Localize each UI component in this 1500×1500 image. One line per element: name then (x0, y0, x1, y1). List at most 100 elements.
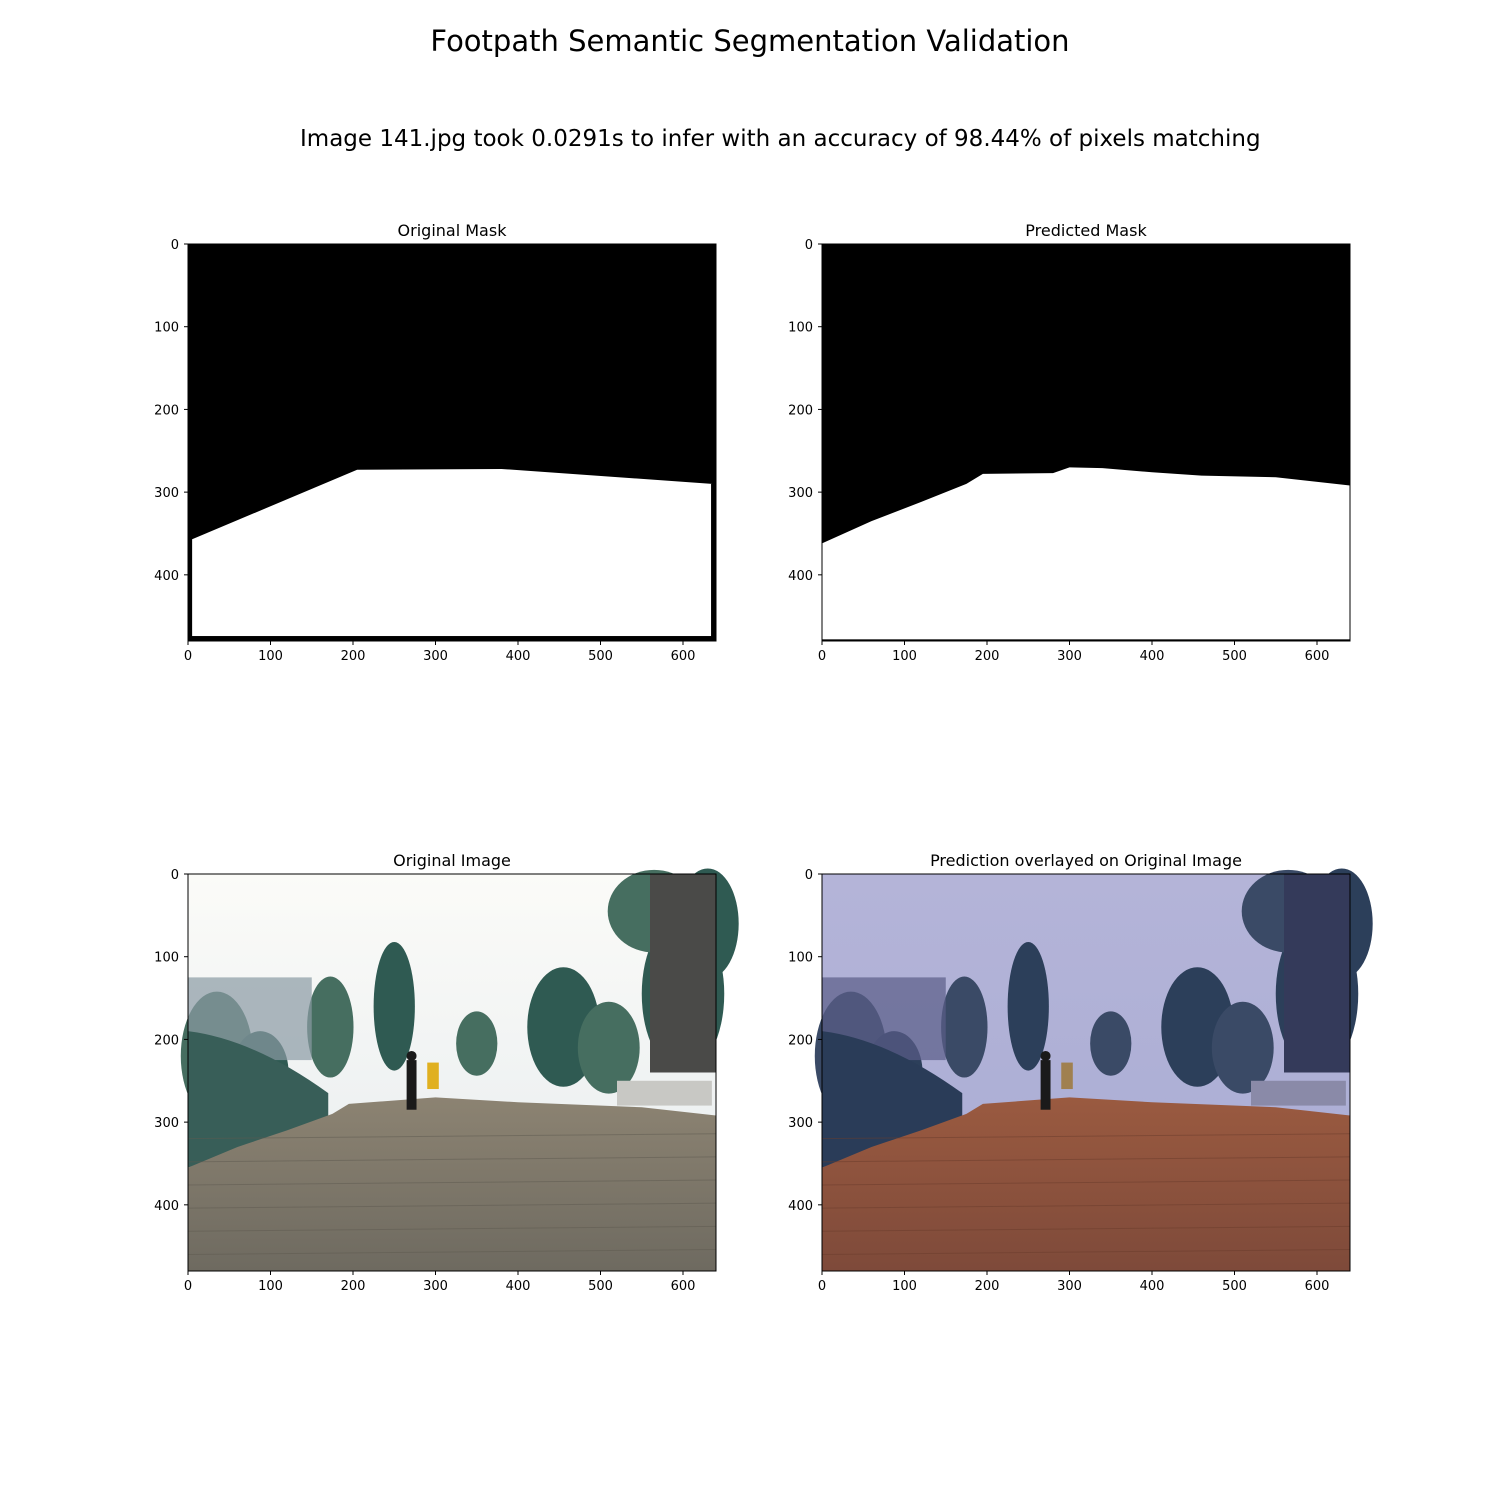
photo-sign (427, 1062, 439, 1090)
y-tick-label: 200 (788, 403, 813, 418)
photo-tree (456, 1011, 498, 1076)
x-tick-label: 500 (1222, 649, 1247, 664)
photo-paving-line (187, 1202, 717, 1209)
chart-svg: Original Image 0 100 200 300 400 500 600 0 100 200… (154, 851, 739, 1294)
x-tick-label: 300 (1057, 649, 1082, 664)
y-tick-label: 100 (788, 321, 813, 336)
photo-pedestrian-head (406, 1050, 417, 1061)
photo-pedestrian (406, 1060, 417, 1110)
x-tick-label: 600 (671, 649, 696, 664)
photo-pedestrian-head (1040, 1050, 1051, 1061)
panel-prediction-overlay: Prediction overlayed on Original Image 0 1… (788, 851, 1373, 1294)
y-tick-label: 300 (788, 1116, 813, 1131)
panel-predicted-mask: Predicted Mask 0 100 200 300 400 500 600 0 100 200… (788, 221, 1351, 664)
x-tick-label: 0 (184, 1279, 192, 1294)
x-tick-label: 0 (818, 1279, 826, 1294)
x-tick-label: 200 (341, 1279, 366, 1294)
y-tick-label: 0 (171, 868, 179, 883)
photo-paving-line (187, 1179, 717, 1186)
photo-paving-line (187, 1156, 717, 1163)
y-tick-label: 0 (805, 238, 813, 253)
y-tick-label: 300 (154, 1116, 179, 1131)
photo-paving-line (187, 1133, 717, 1140)
chart-svg: Prediction overlayed on Original Image 0 1… (788, 851, 1373, 1294)
x-tick-label: 200 (341, 649, 366, 664)
y-tick-label: 200 (154, 403, 179, 418)
plot-area: Original Image 0 100 200 300 400 500 600 0 100 200… (154, 851, 739, 1294)
x-tick-label: 0 (818, 649, 826, 664)
y-tick-label: 0 (805, 868, 813, 883)
chart-svg: Predicted Mask 0 100 200 300 400 500 600 0 100 200… (788, 221, 1351, 664)
x-tick-label: 300 (1057, 1279, 1082, 1294)
y-tick-label: 200 (788, 1033, 813, 1048)
plot-area: Predicted Mask 0 100 200 300 400 500 600 0 100 200… (788, 221, 1351, 664)
x-tick-label: 200 (975, 649, 1000, 664)
photo-paving-line (821, 1133, 1351, 1140)
photo-tree (1211, 1001, 1274, 1094)
x-tick-label: 400 (506, 1279, 531, 1294)
axes-frame (821, 873, 1351, 1272)
photo-bench (1251, 1080, 1346, 1106)
panel-original-image: Original Image 0 100 200 300 400 500 600 0 100 200… (154, 851, 739, 1294)
y-tick-label: 300 (154, 486, 179, 501)
photo-bushes (822, 1031, 963, 1168)
y-tick-label: 100 (154, 321, 179, 336)
plot-area: Original Mask 0 100 200 300 400 500 600 0 100 200 3… (154, 221, 717, 664)
photo-tree (941, 976, 988, 1078)
y-tick-label: 300 (788, 486, 813, 501)
photo-tree (1007, 942, 1049, 1071)
footpath-mask-region (192, 468, 712, 641)
photo-paving-line (821, 1202, 1351, 1209)
y-tick-label: 400 (788, 569, 813, 584)
photo-paving-line (821, 1179, 1351, 1186)
photo-paving-line (821, 1248, 1351, 1255)
y-tick-label: 0 (171, 238, 179, 253)
x-tick-label: 600 (1305, 649, 1330, 664)
photo-paving-line (187, 1248, 717, 1255)
y-tick-label: 100 (154, 951, 179, 966)
axes-frame (187, 873, 717, 1272)
x-tick-label: 500 (588, 649, 613, 664)
photo-paving-line (187, 1225, 717, 1232)
panel-title: Prediction overlayed on Original Image (930, 851, 1242, 870)
photo-tree (307, 976, 354, 1078)
panel-title: Original Image (393, 851, 511, 870)
x-tick-label: 300 (423, 649, 448, 664)
axes-frame (187, 243, 717, 642)
y-tick-label: 100 (788, 951, 813, 966)
x-tick-label: 600 (1305, 1279, 1330, 1294)
photo-tree (373, 942, 415, 1071)
photo-paving-line (821, 1225, 1351, 1232)
x-tick-label: 100 (892, 649, 917, 664)
photo-tree (1090, 1011, 1132, 1076)
x-tick-label: 400 (1140, 649, 1165, 664)
x-tick-label: 100 (258, 1279, 283, 1294)
panel-original-mask: Original Mask 0 100 200 300 400 500 600 0 100 200 3… (154, 221, 717, 664)
x-tick-label: 200 (975, 1279, 1000, 1294)
x-tick-label: 100 (892, 1279, 917, 1294)
plot-area: Prediction overlayed on Original Image 0 1… (788, 851, 1373, 1294)
mask-bottom-border (188, 636, 716, 641)
x-tick-label: 500 (588, 1279, 613, 1294)
photo-bushes (188, 1031, 329, 1168)
photo-bench (617, 1080, 712, 1106)
panel-title: Predicted Mask (1025, 221, 1147, 240)
photo-sign (1061, 1062, 1073, 1090)
x-tick-label: 300 (423, 1279, 448, 1294)
x-tick-label: 400 (506, 649, 531, 664)
photo-building (1284, 874, 1350, 1073)
panel-title: Original Mask (398, 221, 508, 240)
figure-subtitle: Image 141.jpg took 0.0291s to infer with… (300, 126, 1261, 152)
x-tick-label: 100 (258, 649, 283, 664)
y-tick-label: 400 (788, 1199, 813, 1214)
y-tick-label: 400 (154, 569, 179, 584)
x-tick-label: 600 (671, 1279, 696, 1294)
mask-right-border (711, 483, 716, 641)
axes-frame (821, 243, 1351, 642)
x-tick-label: 500 (1222, 1279, 1247, 1294)
photo-paving-line (821, 1156, 1351, 1163)
mask-bottom-edge (822, 639, 1350, 641)
figure-title: Footpath Semantic Segmentation Validatio… (430, 24, 1070, 58)
photo-building (650, 874, 716, 1073)
photo-pedestrian (1040, 1060, 1051, 1110)
